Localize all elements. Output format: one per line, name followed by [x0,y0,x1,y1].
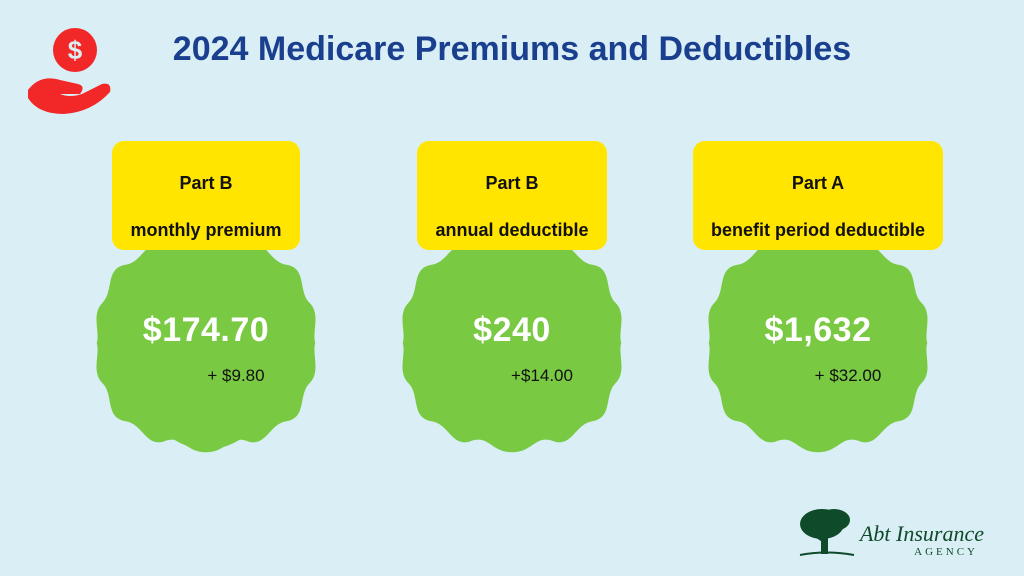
scallop-badge: $1,632 + $32.00 [703,228,933,458]
badge-amount: $1,632 [765,311,872,350]
scallop-badge: $174.70 + $9.80 [91,228,321,458]
tag-line: monthly premium [130,220,281,240]
badge-delta: + $32.00 [755,366,882,386]
tag-line: annual deductible [435,220,588,240]
badges-row: Part B monthly premium $174.70 + $9.80 P… [0,141,1024,459]
logo-main-text: Abt Insurance [860,523,984,545]
badge-tag: Part B annual deductible [417,141,606,251]
badge-tag: Part A benefit period deductible [693,141,943,251]
badge-amount: $240 [473,311,551,350]
logo-sub-text: AGENCY [914,547,984,558]
badge-part-a-deductible: Part A benefit period deductible $1,632 … [678,141,958,459]
svg-text:$: $ [68,35,83,65]
scallop-badge: $240 +$14.00 [397,228,627,458]
tag-line: Part A [792,173,844,193]
company-logo: Abt Insurance AGENCY [798,506,984,558]
page-title: 2024 Medicare Premiums and Deductibles [152,0,872,71]
tree-icon [798,506,856,558]
tag-line: Part B [485,173,538,193]
badge-tag: Part B monthly premium [112,141,299,251]
badge-part-b-deductible: Part B annual deductible $240 +$14.00 [372,141,652,459]
tag-line: Part B [179,173,232,193]
money-hand-icon: $ [20,22,120,122]
badge-part-b-premium: Part B monthly premium $174.70 + $9.80 [66,141,346,459]
badge-delta: +$14.00 [451,366,573,386]
badge-amount: $174.70 [143,311,269,350]
badge-delta: + $9.80 [147,366,264,386]
tag-line: benefit period deductible [711,220,925,240]
